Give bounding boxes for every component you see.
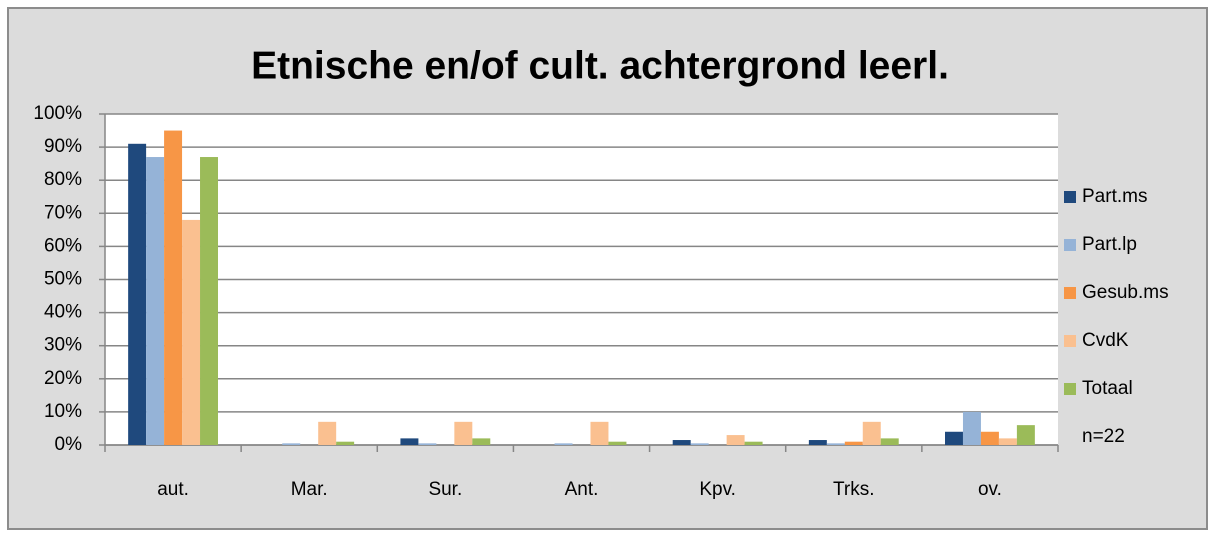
y-tick-label: 100% (33, 103, 82, 124)
bar (1016, 425, 1035, 445)
bar (554, 443, 573, 445)
bar (945, 431, 963, 445)
bar (318, 421, 337, 445)
bar (744, 441, 763, 445)
x-tick-label: Trks. (833, 479, 875, 500)
bar (808, 440, 827, 445)
bar (128, 143, 147, 446)
legend-label: Gesub.ms (1082, 282, 1169, 303)
x-tick-label: Ant. (565, 479, 599, 500)
chart-title: Etnische en/of cult. achtergrond leerl. (251, 44, 949, 87)
legend-label: Totaal (1082, 378, 1133, 399)
y-tick-label: 20% (44, 368, 82, 389)
y-tick-label: 70% (44, 202, 82, 223)
legend-label: CvdK (1082, 330, 1129, 351)
legend-swatch (1064, 191, 1076, 203)
y-tick-label: 40% (44, 302, 82, 323)
x-tick-label: Kpv. (699, 479, 736, 500)
bar (418, 443, 437, 445)
legend-swatch (1064, 335, 1076, 347)
x-tick-label: Sur. (428, 479, 462, 500)
y-tick-label: 60% (44, 235, 82, 256)
bar (862, 421, 881, 445)
y-tick-label: 90% (44, 136, 82, 157)
y-tick-label: 30% (44, 335, 82, 356)
legend-label: Part.ms (1082, 186, 1147, 207)
legend-label: Part.lp (1082, 234, 1137, 255)
bar (200, 157, 218, 445)
x-tick-label: ov. (978, 479, 1002, 500)
legend-swatch (1064, 383, 1076, 395)
bar (672, 440, 691, 445)
y-tick-label: 10% (44, 401, 82, 422)
bar (182, 219, 201, 445)
bar (608, 441, 627, 445)
bar (590, 421, 609, 445)
y-tick-label: 80% (44, 169, 82, 190)
x-tick-label: Mar. (291, 479, 328, 500)
y-tick-label: 50% (44, 269, 82, 290)
bar (400, 438, 419, 445)
bar (472, 438, 491, 445)
legend-swatch (1064, 239, 1076, 251)
bar (690, 443, 709, 445)
bar (282, 443, 301, 445)
bar (454, 421, 473, 445)
bar (962, 411, 981, 445)
bar (826, 443, 845, 445)
legend-swatch (1064, 287, 1076, 299)
bar (146, 157, 165, 445)
bar (726, 435, 745, 445)
bar (880, 438, 899, 445)
bar (164, 130, 183, 446)
x-tick-label: aut. (157, 479, 189, 500)
annotation: n=22 (1082, 426, 1125, 447)
bar (336, 441, 355, 445)
y-tick-label: 0% (55, 434, 83, 455)
bar (844, 441, 863, 445)
bar (980, 431, 999, 445)
bar (998, 438, 1017, 445)
